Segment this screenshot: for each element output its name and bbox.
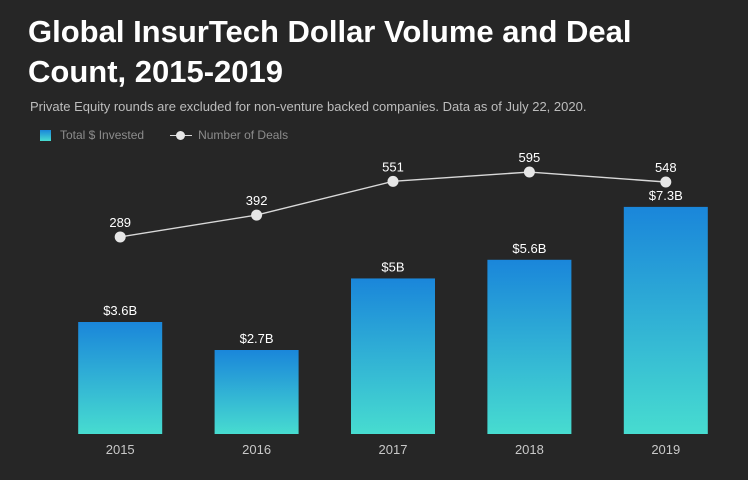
chart-title: Global InsurTech Dollar Volume and Deal … bbox=[28, 14, 632, 89]
legend-swatch-bar-icon bbox=[40, 129, 51, 141]
deal-point-2015 bbox=[114, 231, 126, 243]
x-tick-2015: 2015 bbox=[106, 442, 135, 457]
bar-2017 bbox=[351, 278, 435, 434]
chart-legend: Total $ Invested Number of Deals bbox=[40, 128, 314, 142]
x-tick-2018: 2018 bbox=[515, 442, 544, 457]
bar-2015 bbox=[78, 322, 163, 434]
x-tick-2016: 2016 bbox=[242, 442, 271, 457]
legend-item-deals: Number of Deals bbox=[170, 128, 288, 142]
deal-label-2019: 548 bbox=[655, 160, 677, 175]
deal-point-2019 bbox=[660, 176, 672, 188]
bar-label-2019: $7.3B bbox=[649, 188, 683, 203]
bar-2018 bbox=[487, 259, 572, 434]
bar-2016 bbox=[214, 350, 299, 434]
bar-2019 bbox=[623, 206, 708, 434]
chart-subtitle: Private Equity rounds are excluded for n… bbox=[30, 99, 587, 114]
deal-point-2016 bbox=[251, 209, 263, 221]
deal-label-2017: 551 bbox=[382, 159, 404, 174]
bar-label-2018: $5.6B bbox=[512, 241, 546, 256]
deal-point-2018 bbox=[523, 166, 535, 178]
legend-label-deals: Number of Deals bbox=[198, 128, 289, 142]
legend-line-marker-icon bbox=[170, 130, 193, 141]
bar-label-2016: $2.7B bbox=[240, 331, 274, 346]
deal-label-2018: 595 bbox=[519, 150, 541, 165]
bar-label-2017: $5B bbox=[381, 259, 404, 274]
bar-label-2015: $3.6B bbox=[103, 303, 137, 318]
deal-label-2015: 289 bbox=[109, 215, 131, 230]
deal-point-2017 bbox=[387, 175, 399, 187]
x-tick-2017: 2017 bbox=[379, 442, 408, 457]
legend-label-invested: Total $ Invested bbox=[60, 128, 145, 142]
legend-item-invested: Total $ Invested bbox=[40, 128, 144, 142]
deal-label-2016: 392 bbox=[246, 193, 268, 208]
x-tick-2019: 2019 bbox=[651, 442, 680, 457]
